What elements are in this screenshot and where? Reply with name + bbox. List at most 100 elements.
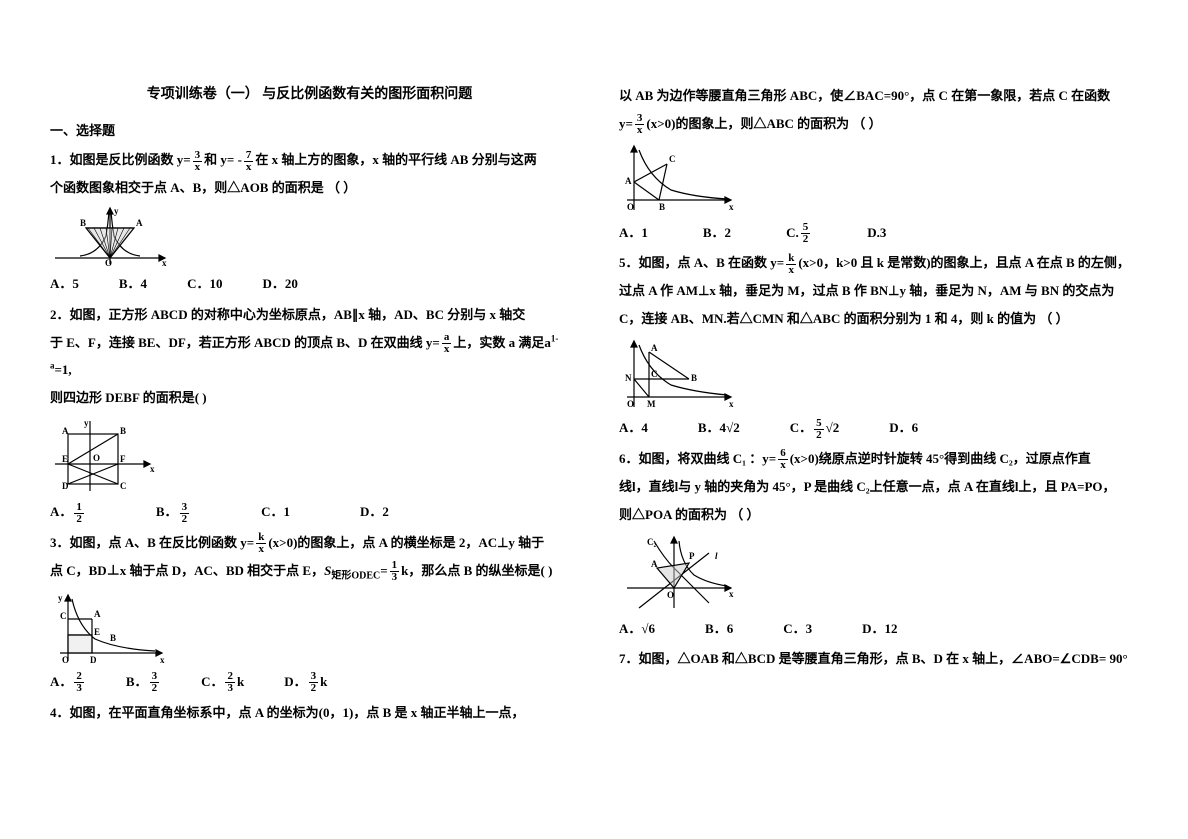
svg-text:B: B <box>659 202 665 212</box>
q4-text-c: y= <box>619 116 633 131</box>
svg-text:E: E <box>94 627 100 637</box>
q3-frac2: 13 <box>390 560 400 583</box>
q6-figure: C₂ P A O x l <box>619 533 1138 613</box>
svg-text:O: O <box>62 655 69 665</box>
svg-text:A: A <box>625 176 632 186</box>
question-1: 1．如图是反比例函数 y=3x和 y= -7x在 x 轴上方的图象，x 轴的平行… <box>50 146 569 202</box>
svg-text:F: F <box>120 454 126 464</box>
q3-figure: C A E B D O x y <box>50 591 569 666</box>
q3-opt-c: C．23k <box>201 668 244 697</box>
svg-text:D: D <box>62 481 69 491</box>
q2-frac: ax <box>442 332 452 355</box>
question-6: 6．如图，将双曲线 C₁ ：y=6x(x>0)绕原点逆时针旋转 45°得到曲线 … <box>619 445 1138 529</box>
svg-text:P: P <box>689 551 695 561</box>
svg-text:A: A <box>136 218 143 228</box>
question-4-start: 4．如图，在平面直角坐标系中，点 A 的坐标为(0，1)，点 B 是 x 轴正半… <box>50 699 569 727</box>
question-4-cont: 以 AB 为边作等腰直角三角形 ABC，使∠BAC=90°，点 C 在第一象限，… <box>619 82 1138 138</box>
q5-opt-d: D．6 <box>889 414 918 443</box>
q6-opt-b: B．6 <box>705 615 733 644</box>
q1-frac1: 3x <box>193 150 203 173</box>
svg-text:x: x <box>160 655 165 665</box>
q3-frac1: kx <box>256 532 266 555</box>
q5-text-b: (x>0，k>0 且 k 是常数)的图象上，且点 A 在点 B 的左侧， <box>798 255 1130 270</box>
q4-figure: A B C O x <box>619 142 1138 217</box>
svg-text:x: x <box>729 202 734 212</box>
svg-text:D: D <box>90 655 97 665</box>
q2-options: A．12 B．32 C．1 D．2 <box>50 498 569 527</box>
svg-text:B: B <box>120 426 126 436</box>
q5-figure: A B C N M O x <box>619 337 1138 412</box>
q5-text-d: C，连接 AB、MN.若△CMN 和△ABC 的面积分别为 1 和 4，则 k … <box>619 305 1138 333</box>
q1-text-b: 和 y= - <box>204 152 242 167</box>
svg-text:A: A <box>94 609 101 619</box>
q4-opt-a: A．1 <box>619 219 648 248</box>
q1-options: A．5 B．4 C．10 D．20 <box>50 270 569 299</box>
svg-text:C: C <box>669 154 676 164</box>
q6-opt-c: C．3 <box>783 615 812 644</box>
q6-text-c: 线l，直线l与 y 轴的夹角为 45°，P 是曲线 C₂上任意一点，点 A 在直… <box>619 473 1138 501</box>
q5-options: A．4 B．42 C．522 D．6 <box>619 414 1138 443</box>
q2-opt-a: A．12 <box>50 498 86 527</box>
svg-text:C₂: C₂ <box>647 537 656 547</box>
q3-opt-b: B．32 <box>126 668 161 697</box>
q5-text-a: 5．如图，点 A、B 在函数 y= <box>619 255 784 270</box>
q2-text-e: 则四边形 DEBF 的面积是( ) <box>50 384 569 412</box>
svg-text:N: N <box>625 373 632 383</box>
left-column: 专项训练卷（一） 与反比例函数有关的图形面积问题 一、选择题 1．如图是反比例函… <box>50 80 594 809</box>
q1-opt-b: B．4 <box>119 270 147 299</box>
q3-opt-a: A．23 <box>50 668 86 697</box>
svg-text:O: O <box>105 258 112 268</box>
q5-opt-a: A．4 <box>619 414 648 443</box>
q5-opt-c: C．522 <box>790 414 840 443</box>
q2-text-a: 2．如图，正方形 ABCD 的对称中心为坐标原点，AB∥x 轴，AD、BC 分别… <box>50 301 569 329</box>
question-5: 5．如图，点 A、B 在函数 y=kx(x>0，k>0 且 k 是常数)的图象上… <box>619 249 1138 333</box>
svg-text:A: A <box>62 426 69 436</box>
q1-text-c: 在 x 轴上方的图象，x 轴的平行线 AB 分别与这两 <box>255 152 536 167</box>
svg-text:x: x <box>162 258 167 268</box>
svg-text:E: E <box>62 454 68 464</box>
svg-text:y: y <box>58 593 63 603</box>
q3-text-b: (x>0)的图象上，点 A 的横坐标是 2，AC⊥y 轴于 <box>268 535 544 550</box>
q4-options: A．1 B．2 C.52 D.3 <box>619 219 1138 248</box>
q1-figure: B A O x y <box>50 206 569 268</box>
q6-frac: 6x <box>778 448 788 471</box>
q4-frac: 3x <box>635 113 645 136</box>
svg-text:O: O <box>627 399 634 409</box>
question-7: 7．如图，△OAB 和△BCD 是等腰直角三角形，点 B、D 在 x 轴上，∠A… <box>619 645 1138 673</box>
svg-text:B: B <box>691 373 697 383</box>
q4-text-b: 以 AB 为边作等腰直角三角形 ABC，使∠BAC=90°，点 C 在第一象限，… <box>619 82 1138 110</box>
q2-text-d: =1, <box>55 362 72 377</box>
q6-text-b: (x>0)绕原点逆时针旋转 45°得到曲线 C₂，过原点作直 <box>790 451 1091 466</box>
q2-opt-d: D．2 <box>360 498 389 527</box>
svg-text:x: x <box>729 589 734 599</box>
svg-text:A: A <box>651 559 658 569</box>
svg-text:C: C <box>651 369 658 379</box>
svg-text:M: M <box>647 399 656 409</box>
doc-title: 专项训练卷（一） 与反比例函数有关的图形面积问题 <box>50 80 569 111</box>
q3-text-e: k，那么点 B 的纵坐标是( ) <box>401 563 552 578</box>
q3-text-a: 3．如图，点 A、B 在反比例函数 y= <box>50 535 254 550</box>
q6-text-d: 则△POA 的面积为 （ ） <box>619 501 1138 529</box>
q3-s-sub: 矩形ODEC <box>331 570 380 581</box>
q5-opt-b: B．42 <box>698 414 740 443</box>
svg-text:x: x <box>729 399 734 409</box>
svg-text:y: y <box>84 418 89 428</box>
q4-opt-c: C.52 <box>786 219 812 248</box>
q3-opt-d: D．32k <box>284 668 327 697</box>
question-3: 3．如图，点 A、B 在反比例函数 y=kx(x>0)的图象上，点 A 的横坐标… <box>50 529 569 587</box>
q2-opt-b: B．32 <box>156 498 191 527</box>
svg-text:C: C <box>120 481 127 491</box>
svg-text:y: y <box>114 206 119 216</box>
q1-text-d: 个函数图象相交于点 A、B，则△AOB 的面积是 （ ） <box>50 174 569 202</box>
q2-figure: A B D C E F O x y <box>50 416 569 496</box>
q2-opt-c: C．1 <box>261 498 290 527</box>
q1-text-a: 1．如图是反比例函数 y= <box>50 152 191 167</box>
svg-text:x: x <box>150 464 155 474</box>
section-heading: 一、选择题 <box>50 117 569 144</box>
q3-text-c: 点 C，BD⊥x 轴于点 D，AC、BD 相交于点 E， <box>50 563 324 578</box>
q1-opt-c: C．10 <box>187 270 222 299</box>
q6-opt-a: A．6 <box>619 615 655 644</box>
q3-text-d: = <box>380 563 387 578</box>
svg-text:B: B <box>110 633 116 643</box>
q4-opt-b: B．2 <box>703 219 731 248</box>
